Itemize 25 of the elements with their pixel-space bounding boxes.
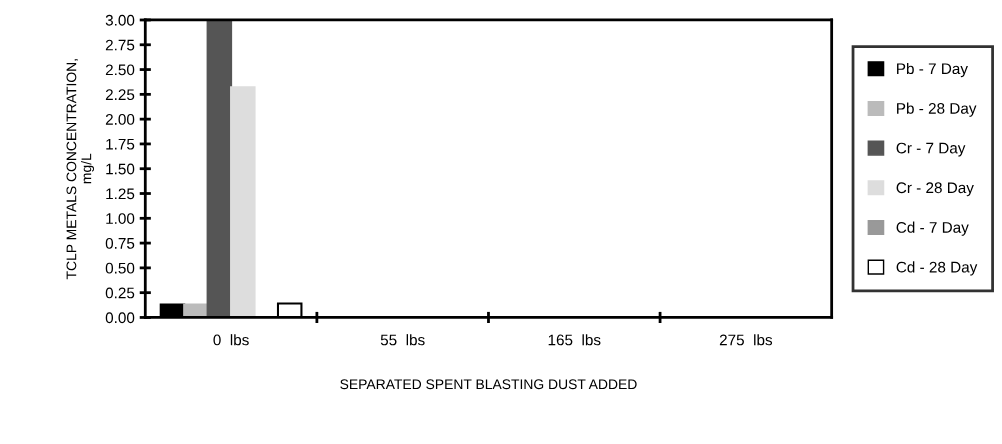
y-tick-label: 2.75 [105, 39, 135, 51]
y-tick-label: 2.50 [105, 64, 135, 76]
y-tick-label: 1.50 [106, 163, 135, 175]
legend-label: Cd - 7 Day [896, 221, 969, 236]
y-tick-label: 1.25 [106, 188, 135, 200]
x-tick-label: 165 lbs [548, 334, 601, 346]
x-tick-label: 0 lbs [213, 334, 249, 346]
y-tick-label: 1.75 [106, 138, 135, 150]
y-tick-label: 0.25 [105, 287, 135, 299]
x-axis-title: SEPARATED SPENT BLASTING DUST ADDED [340, 379, 637, 390]
legend-label: Cr - 7 Day [896, 142, 966, 157]
y-tick-label: 3.00 [105, 14, 135, 26]
y-tick-label: 0.50 [105, 262, 135, 274]
y-tick-label: 0.75 [105, 237, 135, 249]
legend-label: Cr - 28 Day [896, 182, 974, 197]
y-tick-label: 0.00 [105, 312, 135, 324]
x-tick-label: 275 lbs [719, 334, 773, 346]
legend-label: Pb - 7 Day [897, 62, 968, 78]
legend-label: Cd - 28 Day [896, 261, 978, 276]
legend-label: Pb - 28 Day [897, 102, 977, 117]
y-axis-title: TCLP METALS CONCENTRATION, mg/L [66, 59, 95, 280]
y-tick-label: 2.25 [105, 89, 135, 101]
y-tick-label: 1.00 [106, 213, 135, 224]
x-tick-label: 55 lbs [380, 334, 425, 346]
y-tick-label: 2.00 [105, 114, 135, 125]
